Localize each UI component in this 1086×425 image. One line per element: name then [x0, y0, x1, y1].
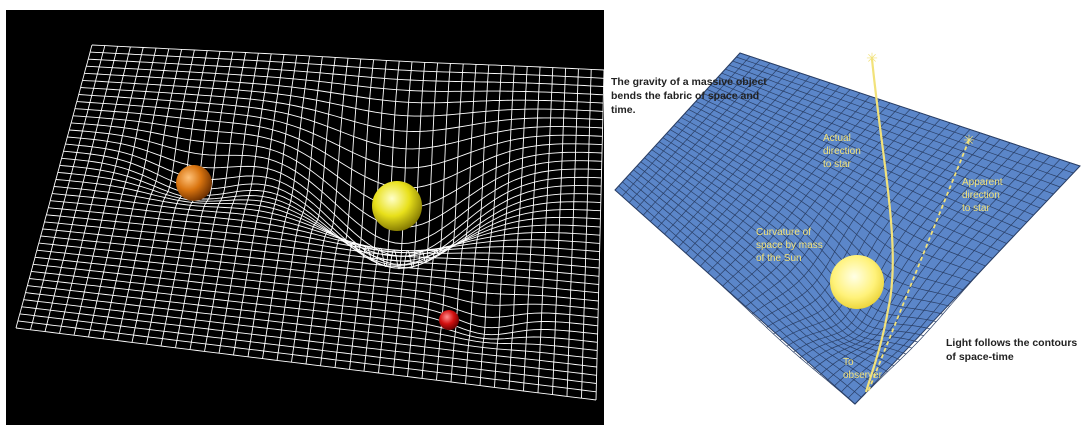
yellow-sphere [372, 181, 422, 231]
grid-line [44, 221, 600, 277]
grid-line [819, 149, 1031, 375]
grid-line [29, 278, 598, 343]
grid-line [48, 207, 600, 261]
grid-line [421, 63, 451, 379]
grid-line [744, 112, 921, 308]
spacetime-grid-panel [6, 10, 604, 425]
grid-line [27, 285, 598, 351]
grid-line [407, 62, 439, 377]
grid-line [854, 165, 1081, 405]
star-apparent: ✳ [963, 133, 975, 149]
grid-line [349, 60, 387, 370]
grid-line [669, 129, 950, 307]
grid-line [666, 133, 943, 315]
label-observer: To observer [843, 357, 883, 381]
grid-line [581, 69, 592, 399]
grid-line [625, 177, 875, 385]
grid-line [21, 306, 597, 376]
light-bending-diagram: ✳ ✳ The gravity of a massive object bend… [611, 51, 1081, 405]
grid-line [847, 162, 1071, 399]
grid-line [42, 228, 599, 285]
grid-line [334, 59, 375, 368]
fabric-grid [614, 52, 1081, 405]
grid-line [566, 68, 579, 397]
grid-line [36, 249, 599, 310]
grid-line [759, 119, 941, 322]
grid-line [806, 142, 1011, 364]
label-apparent-direction: Apparent direction to star [962, 177, 1005, 214]
grid-line [436, 63, 464, 381]
grid-line [752, 115, 931, 315]
grid-line [19, 313, 597, 384]
grid-line [494, 65, 515, 388]
grid-line [640, 161, 901, 361]
grid-line [392, 62, 426, 375]
grid-line [479, 65, 503, 386]
label-curvature: Curvature of space by mass of the Sun [756, 227, 825, 264]
label-actual-direction: Actual direction to star [823, 133, 864, 170]
grid-line [33, 263, 598, 329]
grid-line [38, 242, 599, 302]
grid-line [799, 139, 1001, 358]
warped-grid [15, 44, 604, 401]
apparent-direction-line [867, 139, 970, 393]
grid-line [793, 135, 991, 353]
grid-line [826, 152, 1041, 381]
grid-line [673, 125, 957, 299]
grid-line [833, 155, 1051, 387]
grid-line [508, 66, 528, 390]
grid-line [523, 66, 541, 392]
caption-bottom: Light follows the contours of space-time [946, 337, 1080, 363]
grid-line [552, 68, 567, 395]
grid-line [647, 153, 913, 349]
grid-line [651, 149, 918, 343]
grid-line [450, 64, 477, 383]
grid-line [50, 200, 600, 253]
grid-line [23, 299, 597, 368]
grid-line [618, 185, 862, 398]
grid-line [813, 145, 1021, 370]
grid-line [786, 132, 981, 347]
actual-light-path [864, 58, 894, 393]
grid-line [622, 181, 869, 392]
grid-line [633, 169, 888, 373]
light-bending-panel: ✳ ✳ The gravity of a massive object bend… [610, 0, 1086, 425]
grid-line [658, 141, 930, 330]
caption-top: The gravity of a massive object bends th… [611, 76, 770, 116]
grid-line [31, 270, 598, 336]
orange-sphere [176, 165, 212, 201]
grid-line [780, 129, 971, 341]
grid-line [766, 122, 951, 328]
grid-line [629, 173, 882, 379]
red-sphere [439, 310, 459, 330]
grid-line [320, 58, 362, 366]
grid-line [363, 61, 400, 372]
grid-line [595, 69, 604, 401]
sun [830, 255, 884, 309]
star-actual: ✳ [866, 51, 878, 67]
grid-line [34, 256, 599, 318]
grid-line [537, 67, 554, 393]
grid-line [378, 61, 413, 374]
grid-line [465, 64, 490, 384]
grid-line [17, 320, 597, 393]
grid-line [40, 235, 599, 294]
grid-line [52, 193, 600, 252]
grid-line [305, 58, 349, 365]
grid-line [614, 189, 856, 405]
grid-line [46, 214, 600, 269]
grid-line [644, 157, 907, 355]
grid-line [655, 145, 924, 336]
spacetime-grid-illustration [6, 10, 604, 425]
grid-line [15, 327, 597, 401]
grid-line [25, 292, 598, 360]
grid-line [773, 125, 961, 335]
grid-line [636, 165, 894, 367]
